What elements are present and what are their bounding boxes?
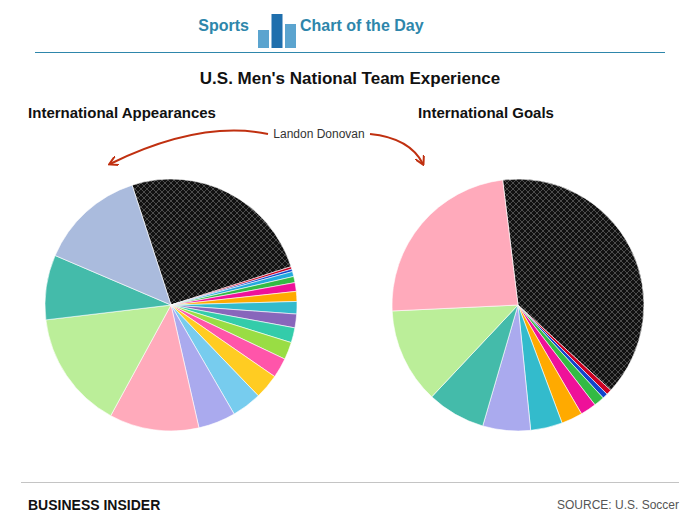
pie-slice — [46, 305, 171, 416]
pie — [45, 179, 297, 431]
header-rule — [35, 52, 665, 53]
footer-rule — [21, 482, 679, 483]
header-icon-bar — [285, 24, 296, 48]
header-text: Sports — [198, 17, 249, 34]
brand: BUSINESS INSIDER — [28, 497, 160, 513]
annotation: Landon Donovan — [273, 127, 364, 141]
pie-slice — [55, 185, 171, 305]
header-icon-bar — [272, 14, 283, 48]
pie-slice — [171, 283, 296, 305]
pie-title: International Goals — [418, 104, 554, 121]
source: SOURCE: U.S. Soccer — [557, 498, 679, 512]
pie-title: International Appearances — [28, 104, 216, 121]
pie — [392, 179, 644, 431]
pie-slice — [392, 305, 518, 397]
annotation-arrow — [110, 131, 268, 164]
chart-title: U.S. Men's National Team Experience — [200, 69, 500, 88]
pie-slice — [392, 180, 518, 311]
chart-canvas: Sports Chart of the Day U.S. Men's Nationa… — [0, 0, 700, 525]
background — [0, 0, 700, 525]
header-icon-bar — [258, 30, 269, 48]
header-text: Chart of the Day — [300, 17, 424, 34]
annotation-arrow — [370, 134, 423, 164]
